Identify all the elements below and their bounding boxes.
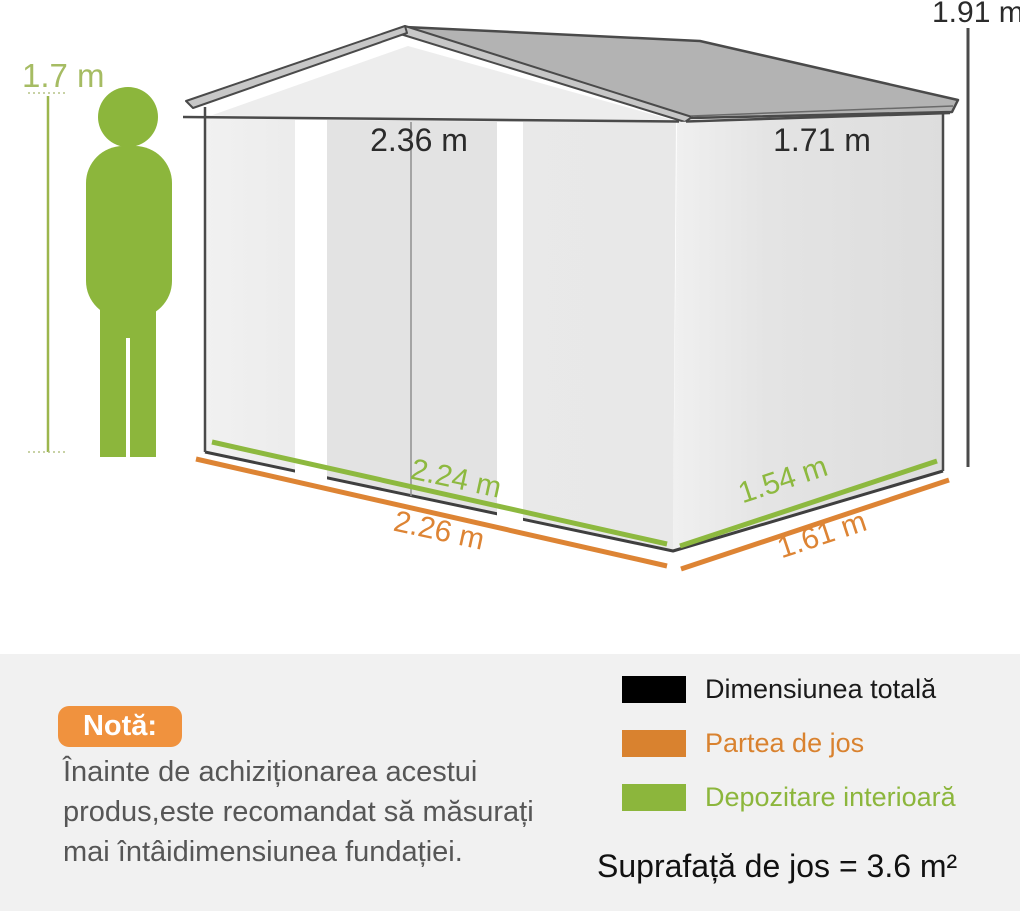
info-panel: Notă: Înainte de achiziționarea acestui … xyxy=(0,654,1020,911)
legend-label-total: Dimensiunea totală xyxy=(705,674,937,704)
note-badge-label: Notă: xyxy=(82,710,158,742)
person-figure xyxy=(86,87,172,457)
total-height-label: 1.91 m xyxy=(932,0,1020,29)
side-roof-fascia-line xyxy=(690,105,954,117)
person-torso xyxy=(86,146,172,318)
note-line: Înainte de achiziționarea acestui xyxy=(63,756,478,788)
shed-gable-triangle xyxy=(207,46,676,121)
legend: Dimensiunea totală Partea de jos Depozit… xyxy=(622,674,1012,838)
base-line-front xyxy=(195,456,668,569)
door-left-trim xyxy=(295,120,327,484)
note-line: produs,este recomandat să măsurați xyxy=(63,796,534,828)
door-right-trim xyxy=(497,122,523,527)
shed-base-outline xyxy=(204,450,944,553)
note-line: mai întâidimensiunea fundației. xyxy=(63,836,463,868)
note-badge: Notă: xyxy=(58,706,182,747)
shed-door-panels xyxy=(327,120,497,515)
interior-line-side xyxy=(679,458,938,549)
side-width-label: 1.71 m xyxy=(773,122,871,158)
person-head xyxy=(98,87,158,147)
legend-swatch-interior xyxy=(622,784,686,811)
legend-row-total: Dimensiunea totală xyxy=(622,674,1012,704)
legend-label-bottom: Partea de jos xyxy=(705,728,865,758)
legend-swatch-total xyxy=(622,676,686,703)
legend-swatch-bottom xyxy=(622,730,686,757)
note-text: Înainte de achiziționarea acestui produs… xyxy=(63,752,603,872)
shed-side-wall xyxy=(673,114,943,551)
legend-row-interior: Depozitare interioară xyxy=(622,782,1012,812)
front-width-label: 2.36 m xyxy=(370,122,468,158)
person-height-measure xyxy=(28,92,68,453)
legend-label-interior: Depozitare interioară xyxy=(705,782,956,812)
person-height-label: 1.7 m xyxy=(22,57,105,94)
side-wall-top-line xyxy=(685,111,951,123)
legend-row-bottom: Partea de jos xyxy=(622,728,1012,758)
base-line-side xyxy=(680,477,950,572)
footprint-area-text: Suprafață de jos = 3.6 m² xyxy=(597,848,958,884)
shed-dimension-diagram: 1.7 m 1.91 m 2.36 m 1.71 m 2.24 m 2.26 m… xyxy=(22,0,1020,572)
front-wall-top-line xyxy=(182,115,680,123)
shed-roof-left-band xyxy=(185,25,408,109)
interior-line-front xyxy=(211,439,668,547)
